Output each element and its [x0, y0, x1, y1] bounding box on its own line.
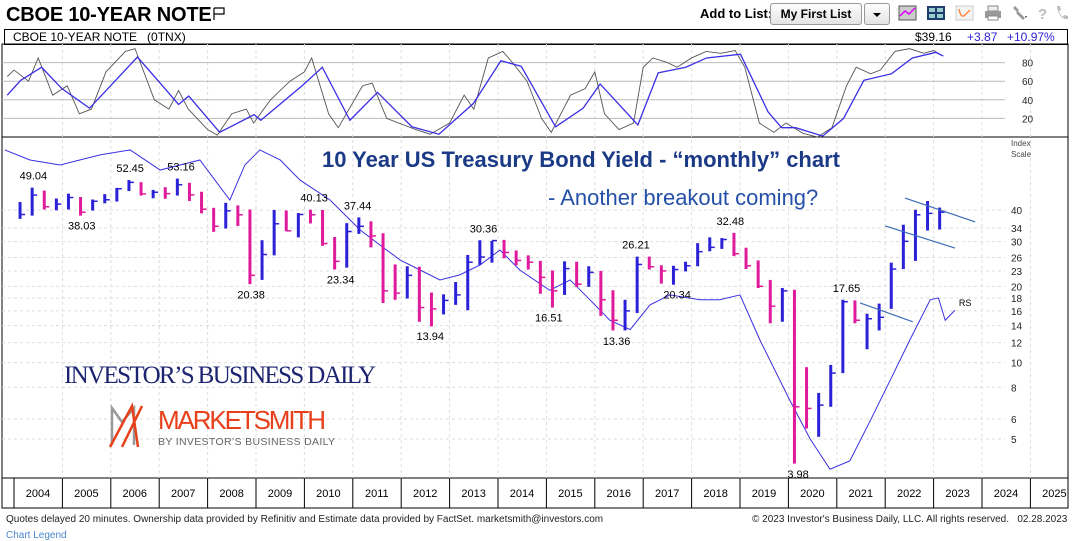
y-tick-label: 14	[1011, 322, 1023, 333]
year-label: 2011	[365, 488, 389, 500]
year-label: 2020	[800, 488, 824, 500]
year-label: 2014	[510, 488, 534, 500]
y-tick-label: 6	[1011, 415, 1017, 426]
price-value-label: 3.98	[787, 469, 808, 481]
oscillator-tick-label: 40	[1022, 96, 1034, 107]
year-label: 2009	[268, 488, 292, 500]
year-label: 2015	[558, 488, 582, 500]
last-price: $39.16	[915, 30, 952, 44]
wrench-icon[interactable]	[1010, 4, 1030, 22]
year-label: 2024	[994, 488, 1018, 500]
rs-label: RS	[959, 298, 972, 308]
price-change-pct: +10.97%	[1007, 30, 1055, 44]
price-value-label: 20.38	[237, 289, 265, 301]
rs-line	[4, 149, 956, 470]
price-value-label: 30.36	[470, 223, 498, 235]
price-value-label: 23.34	[327, 274, 355, 286]
indicator-icon[interactable]	[955, 4, 975, 22]
svg-text:?: ?	[1038, 6, 1047, 22]
year-label: 2007	[171, 488, 195, 500]
year-label: 2019	[752, 488, 776, 500]
print-icon[interactable]	[983, 4, 1003, 22]
chart-subheadline: - Another breakout coming?	[548, 185, 819, 210]
y-tick-label: 34	[1011, 224, 1023, 235]
oscillator-slow-line	[6, 51, 944, 137]
footer-copyright: © 2023 Investor's Business Daily, LLC. A…	[752, 514, 1068, 525]
date-axis	[1, 477, 1069, 509]
year-label: 2006	[123, 488, 147, 500]
y-tick-label: 30	[1011, 238, 1023, 249]
y-tick-label: 20	[1011, 282, 1023, 293]
price-value-label: 17.65	[833, 283, 861, 295]
help-icon[interactable]: ?	[1034, 4, 1054, 22]
chart-icon[interactable]	[898, 4, 918, 22]
year-label: 2025	[1042, 488, 1066, 500]
y-tick-label: 23	[1011, 267, 1023, 278]
price-value-label: 20.34	[663, 289, 691, 301]
year-label: 2012	[413, 488, 437, 500]
year-label: 2018	[703, 488, 727, 500]
quote-bar: CBOE 10-YEAR NOTE (0TNX) $39.16 +3.87 +1…	[4, 29, 1068, 45]
oscillator-tick-label: 60	[1022, 77, 1034, 88]
y-tick-label: 18	[1011, 294, 1023, 305]
price-value-label: 37.44	[344, 200, 372, 212]
year-label: 2013	[461, 488, 485, 500]
price-value-label: 38.03	[68, 221, 96, 233]
chart-headline: 10 Year US Treasury Bond Yield - “monthl…	[322, 147, 840, 172]
oscillator-tick-label: 80	[1022, 59, 1034, 70]
footer-disclaimer: Quotes delayed 20 minutes. Ownership dat…	[6, 514, 604, 525]
y-tick-label: 16	[1011, 307, 1023, 318]
marketsmith-tagline: BY INVESTOR’S BUSINESS DAILY	[158, 436, 335, 448]
flag-icon[interactable]	[213, 7, 225, 21]
year-label: 2010	[316, 488, 340, 500]
y-tick-label: 40	[1011, 206, 1023, 217]
price-value-label: 53.16	[167, 162, 195, 174]
price-value-label: 16.51	[535, 312, 563, 324]
list-select-button[interactable]: My First List	[770, 3, 862, 25]
index-scale-label: Scale	[1011, 150, 1032, 159]
price-value-label: 32.48	[717, 216, 745, 228]
year-label: 2004	[26, 488, 50, 500]
year-label: 2008	[219, 488, 243, 500]
trendline	[904, 197, 976, 223]
price-change: +3.87	[967, 30, 998, 44]
price-value-label: 52.45	[116, 163, 144, 175]
oscillator-tick-label: 20	[1022, 114, 1034, 125]
price-value-label: 13.36	[603, 336, 631, 348]
symbol-name: CBOE 10-YEAR NOTE (0TNX)	[13, 30, 186, 44]
ibd-logo-text: INVESTOR’S BUSINESS DAILY	[64, 362, 376, 389]
ibd-logo: INVESTOR’S BUSINESS DAILY MARKETSMITH BY…	[64, 362, 376, 448]
year-label: 2023	[945, 488, 969, 500]
trendline	[885, 225, 956, 249]
y-tick-label: 26	[1011, 253, 1023, 264]
year-label: 2022	[897, 488, 921, 500]
list-dropdown-button[interactable]	[864, 3, 890, 25]
price-value-label: 40.13	[300, 193, 328, 205]
chart-legend-link[interactable]: Chart Legend	[6, 530, 67, 541]
year-label: 2016	[607, 488, 631, 500]
add-to-list-label: Add to List:	[700, 6, 773, 21]
index-scale-label: Index	[1011, 139, 1031, 148]
year-label: 2005	[74, 488, 98, 500]
y-tick-label: 8	[1011, 383, 1017, 394]
price-value-label: 49.04	[20, 171, 48, 183]
year-label: 2021	[849, 488, 873, 500]
page-title: CBOE 10-YEAR NOTE	[6, 4, 212, 26]
y-tick-label: 12	[1011, 339, 1023, 350]
y-tick-label: 5	[1011, 435, 1017, 446]
price-value-label: 26.21	[622, 240, 650, 252]
marketsmith-logo-text: MARKETSMITH	[158, 405, 326, 435]
year-label: 2017	[655, 488, 679, 500]
trendline	[859, 302, 913, 323]
phone-icon[interactable]	[1052, 4, 1072, 22]
y-tick-label: 10	[1011, 359, 1023, 370]
layout-grid-icon[interactable]	[926, 4, 946, 22]
oscillator-fast-line	[6, 48, 942, 138]
price-value-label: 13.94	[416, 331, 444, 343]
marketsmith-logo-icon	[108, 402, 144, 448]
